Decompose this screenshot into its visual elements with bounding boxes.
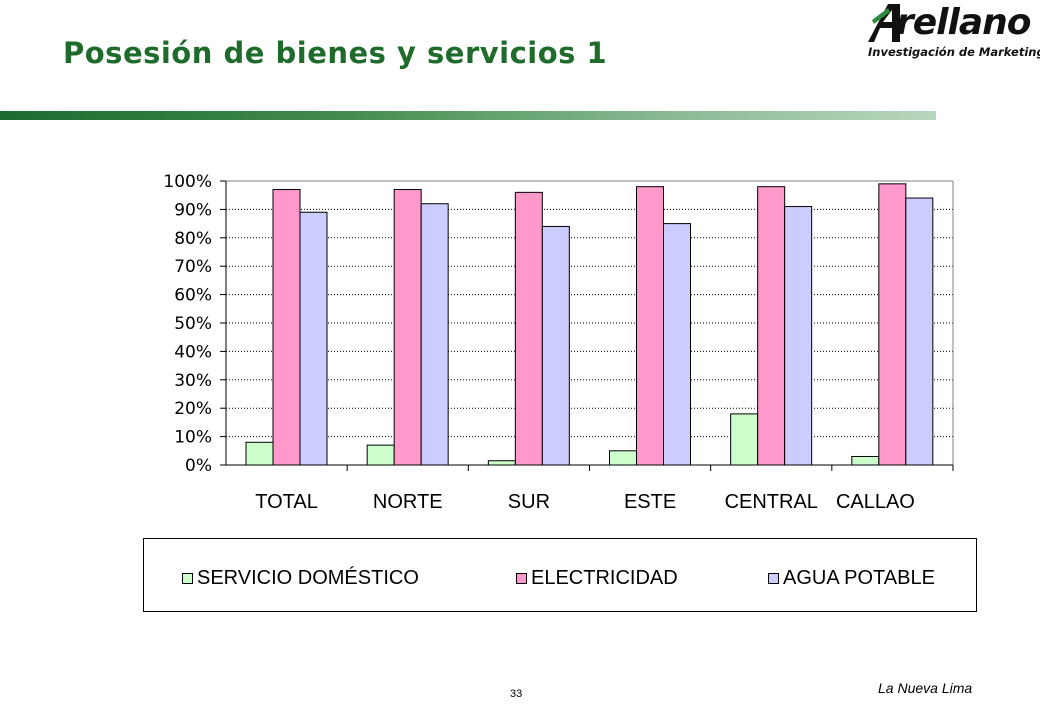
legend-item-servicio: SERVICIO DOMÉSTICO (182, 567, 419, 590)
y-tick-label: 30% (174, 371, 212, 391)
legend-swatch-servicio (182, 573, 193, 584)
bar (366, 444, 395, 466)
chart-legend: SERVICIO DOMÉSTICO ELECTRICIDAD AGUA POT… (143, 538, 977, 612)
bar (393, 189, 422, 466)
bar (609, 450, 637, 466)
y-tick-label: 100% (163, 172, 212, 192)
legend-swatch-agua (768, 573, 779, 584)
logo-a-mark-icon (868, 4, 900, 42)
logo-wordmark: rellano (896, 2, 1032, 43)
y-tick-label: 70% (174, 257, 212, 277)
bar (730, 413, 759, 466)
legend-swatch-electricidad (516, 573, 527, 584)
bar (420, 203, 449, 466)
bar (663, 223, 691, 466)
x-tick-label: ESTE (624, 491, 676, 513)
y-tick-label: 90% (174, 200, 212, 220)
legend-label-electricidad: ELECTRICIDAD (531, 567, 678, 589)
bar (878, 183, 907, 466)
y-tick-label: 40% (174, 342, 212, 362)
bar (757, 186, 786, 466)
legend-label-servicio: SERVICIO DOMÉSTICO (197, 567, 419, 589)
legend-label-agua: AGUA POTABLE (783, 567, 935, 589)
x-tick-label: SUR (508, 491, 550, 513)
bar (487, 460, 516, 466)
title-divider (0, 111, 936, 120)
bar (636, 186, 664, 466)
y-tick-label: 80% (174, 229, 212, 249)
footer-caption: La Nueva Lima (878, 680, 973, 696)
legend-item-agua: AGUA POTABLE (768, 567, 935, 590)
page-number: 33 (510, 688, 523, 700)
x-tick-label: CALLAO (836, 491, 915, 513)
legend-item-electricidad: ELECTRICIDAD (516, 567, 678, 590)
slide-title: Posesión de bienes y servicios 1 (63, 36, 608, 70)
bar (851, 455, 880, 466)
bar (514, 191, 543, 466)
bar (245, 441, 274, 466)
y-tick-label: 60% (174, 286, 212, 306)
arellano-logo: rellano Investigación de Marketing (860, 0, 1040, 68)
y-tick-label: 50% (174, 314, 212, 334)
x-tick-label: CENTRAL (725, 491, 818, 513)
bar (784, 206, 813, 466)
x-tick-label: NORTE (373, 491, 443, 513)
bar (541, 225, 570, 466)
x-tick-label: TOTAL (255, 491, 318, 513)
bar (299, 211, 328, 466)
y-tick-label: 20% (174, 399, 212, 419)
logo-tagline: Investigación de Marketing (868, 45, 1040, 59)
bar (272, 189, 301, 466)
y-tick-label: 0% (185, 456, 212, 476)
y-tick-label: 10% (174, 428, 212, 448)
bar (905, 197, 934, 466)
